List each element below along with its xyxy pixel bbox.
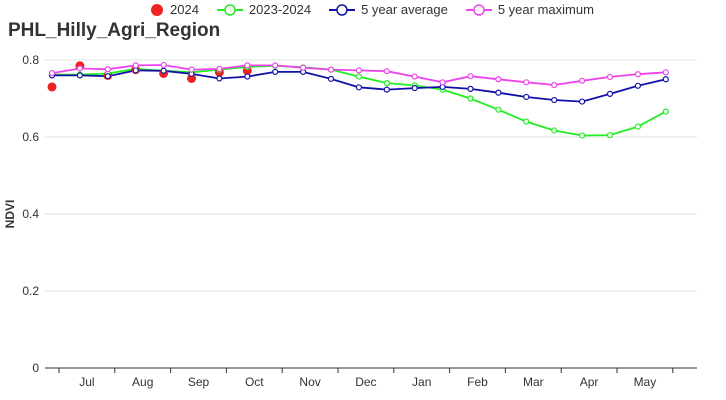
data-point[interactable] bbox=[606, 73, 614, 81]
legend-line-icon bbox=[329, 3, 356, 16]
data-point[interactable] bbox=[578, 132, 586, 139]
data-point[interactable] bbox=[383, 79, 390, 87]
legend-item[interactable]: 5 year maximum bbox=[465, 2, 594, 17]
data-point[interactable] bbox=[188, 66, 195, 73]
data-point[interactable] bbox=[578, 77, 586, 84]
data-point[interactable] bbox=[439, 79, 446, 86]
x-tick-label: Oct bbox=[245, 375, 264, 389]
data-point[interactable] bbox=[76, 72, 84, 79]
legend-line-icon bbox=[216, 3, 243, 16]
x-tick-label: Apr bbox=[580, 375, 599, 389]
y-tick-label: 0.4 bbox=[22, 207, 39, 221]
y-tick-label: 0.6 bbox=[22, 130, 39, 144]
data-point[interactable] bbox=[355, 73, 362, 80]
data-point[interactable] bbox=[327, 75, 335, 82]
data-point[interactable] bbox=[551, 81, 558, 89]
x-tick-label: Sep bbox=[188, 375, 210, 389]
data-point[interactable] bbox=[47, 82, 57, 92]
legend-item[interactable]: 2023-2024 bbox=[216, 2, 312, 17]
data-point[interactable] bbox=[523, 93, 530, 101]
data-point[interactable] bbox=[383, 68, 390, 75]
data-point[interactable] bbox=[160, 61, 167, 69]
data-point[interactable] bbox=[662, 76, 669, 83]
data-point[interactable] bbox=[244, 73, 251, 80]
data-point[interactable] bbox=[606, 131, 614, 139]
legend-label: 2024 bbox=[170, 2, 199, 17]
data-point[interactable] bbox=[662, 108, 669, 115]
data-point[interactable] bbox=[216, 75, 223, 82]
data-point[interactable] bbox=[187, 73, 196, 83]
data-point[interactable] bbox=[467, 73, 474, 80]
y-tick-label: 0 bbox=[32, 361, 39, 375]
legend-line-icon bbox=[465, 3, 492, 16]
data-point[interactable] bbox=[495, 89, 502, 96]
x-tick-label: Jan bbox=[412, 375, 431, 389]
data-point[interactable] bbox=[104, 73, 111, 80]
data-point[interactable] bbox=[411, 85, 418, 92]
data-point[interactable] bbox=[523, 79, 530, 86]
data-point[interactable] bbox=[132, 67, 139, 74]
data-point[interactable] bbox=[383, 86, 390, 93]
legend-dot-icon bbox=[151, 3, 163, 16]
data-point[interactable] bbox=[48, 69, 56, 77]
data-point[interactable] bbox=[523, 118, 530, 125]
legend-item[interactable]: 5 year average bbox=[329, 2, 448, 17]
data-point[interactable] bbox=[634, 123, 642, 130]
legend: 2024 2023-2024 5 year average 5 year maximu… bbox=[150, 2, 594, 17]
data-point[interactable] bbox=[244, 62, 251, 69]
data-point[interactable] bbox=[634, 82, 642, 89]
data-point[interactable] bbox=[551, 96, 558, 104]
data-point[interactable] bbox=[495, 76, 502, 83]
data-point[interactable] bbox=[272, 68, 279, 76]
data-point[interactable] bbox=[355, 84, 362, 91]
data-point[interactable] bbox=[634, 71, 642, 78]
x-tick-label: Aug bbox=[132, 375, 153, 389]
data-point[interactable] bbox=[216, 65, 223, 72]
x-tick-label: May bbox=[634, 375, 657, 389]
data-point[interactable] bbox=[467, 85, 474, 92]
data-point[interactable] bbox=[160, 67, 167, 74]
legend-label: 2023-2024 bbox=[248, 2, 312, 17]
data-point[interactable] bbox=[300, 64, 307, 71]
data-point[interactable] bbox=[495, 106, 502, 113]
y-axis-label: NDVI bbox=[3, 200, 17, 229]
x-tick-label: Dec bbox=[355, 375, 376, 389]
legend-item[interactable]: 2024 bbox=[150, 2, 199, 17]
data-point[interactable] bbox=[76, 65, 84, 72]
y-tick-label: 0.2 bbox=[22, 284, 39, 298]
data-point[interactable] bbox=[551, 127, 558, 134]
data-point[interactable] bbox=[467, 95, 474, 102]
data-point[interactable] bbox=[132, 62, 139, 69]
legend-label: 5 year maximum bbox=[497, 2, 594, 17]
x-tick-label: Jul bbox=[79, 375, 94, 389]
data-point[interactable] bbox=[411, 73, 418, 80]
y-tick-label: 0.8 bbox=[22, 53, 39, 67]
x-tick-label: Nov bbox=[299, 375, 320, 389]
legend-label: 5 year average bbox=[361, 2, 448, 17]
data-point[interactable] bbox=[272, 62, 279, 69]
data-point[interactable] bbox=[355, 67, 362, 74]
data-point[interactable] bbox=[578, 98, 586, 105]
data-point[interactable] bbox=[104, 66, 111, 73]
x-tick-label: Feb bbox=[467, 375, 488, 389]
data-point[interactable] bbox=[662, 69, 669, 76]
chart-title: PHL_Hilly_Agri_Region bbox=[8, 20, 221, 41]
data-point[interactable] bbox=[327, 66, 335, 73]
x-tick-label: Mar bbox=[523, 375, 544, 389]
data-point[interactable] bbox=[606, 90, 614, 97]
